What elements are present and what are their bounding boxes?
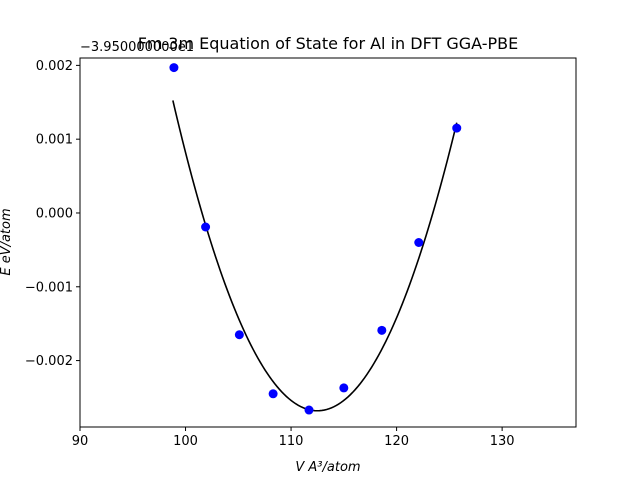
x-tick-label: 90 [72,434,89,449]
data-point [201,222,211,232]
data-point [452,123,462,133]
y-tick-label: 0.000 [36,206,73,221]
axis-ticks: 90 100 110 120 130 −0.002 −0.001 0.000 0.001 0.00… [25,59,515,449]
data-point [234,330,244,340]
y-offset-label: −3.950000000e1 [80,40,194,55]
y-tick-label: −0.001 [25,280,73,295]
data-point [414,238,424,247]
chart-title: Fm-3m Equation of State for Al in DFT GG… [138,34,519,53]
x-tick-label: 120 [384,434,409,449]
data-point [339,383,349,393]
y-tick-label: 0.001 [36,133,73,148]
plot-marks [169,63,462,415]
data-point [304,405,314,415]
x-tick-label: 130 [490,434,515,449]
fit-curve [172,100,458,412]
y-tick-label: 0.002 [36,59,73,74]
y-axis-label: E eV/atom [0,208,14,275]
plot-area [80,58,576,427]
data-point [169,63,179,73]
x-axis-label: V A³/atom [295,460,360,475]
y-tick-label: −0.002 [25,354,73,369]
plot-frame [79,57,577,428]
x-tick-label: 110 [279,434,304,449]
data-point [268,389,278,399]
x-tick-label: 100 [173,434,198,449]
data-point [377,325,387,335]
